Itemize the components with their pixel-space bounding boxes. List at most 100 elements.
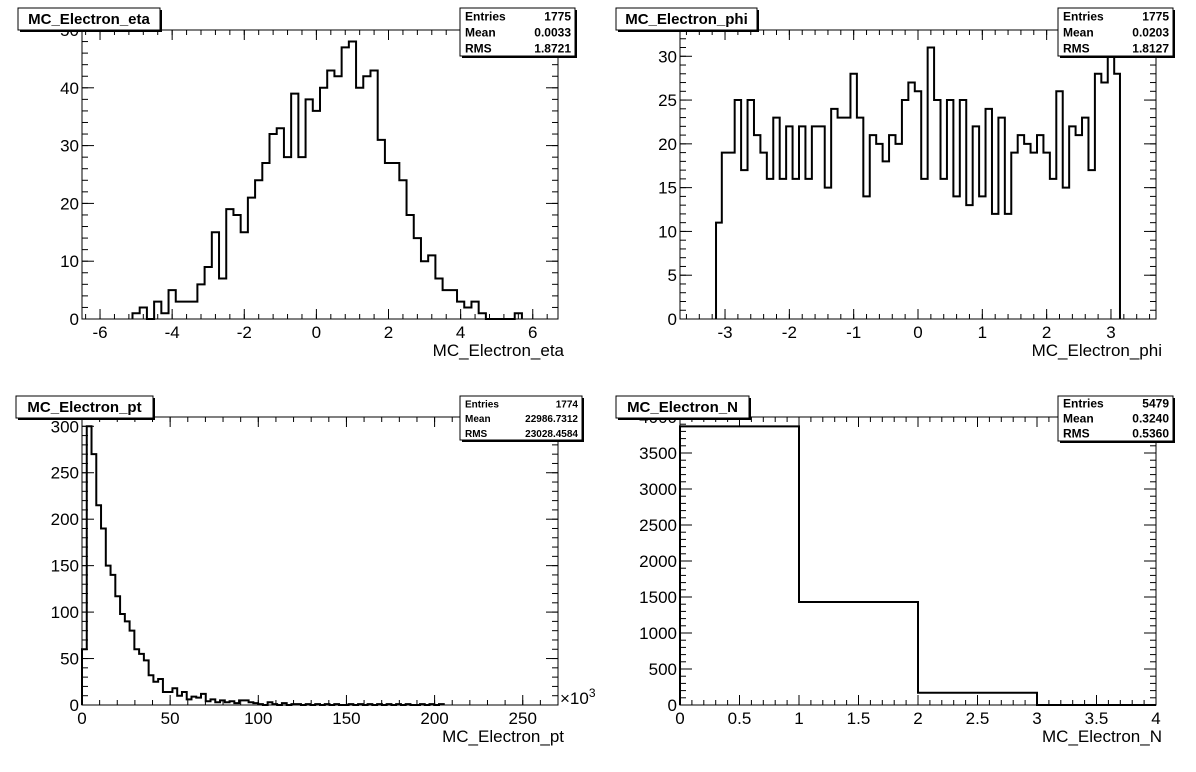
plot-frame — [81, 416, 559, 706]
histogram-bin — [870, 135, 876, 319]
histogram-bin — [1018, 135, 1024, 319]
histogram-bin — [96, 505, 101, 705]
histogram-bin — [1101, 83, 1107, 319]
histogram-bin — [515, 313, 522, 319]
chart-title: MC_Electron_pt — [27, 399, 141, 416]
histogram-bin — [1037, 135, 1043, 319]
stats-value-entries: 5479 — [1142, 397, 1169, 411]
histogram-bin — [1050, 179, 1056, 319]
histogram-bin — [399, 180, 406, 319]
histogram-bin — [82, 649, 87, 705]
x-tick-label: -1 — [846, 323, 861, 342]
histogram-bin — [1024, 144, 1030, 319]
stats-box — [459, 7, 576, 57]
histogram-bin — [450, 290, 457, 319]
histogram-bin — [443, 290, 450, 319]
histogram-bin — [1069, 126, 1075, 319]
histogram-bin — [130, 631, 135, 705]
histogram-bin — [132, 313, 139, 319]
histogram-bin — [315, 704, 320, 705]
histogram-bin — [234, 703, 239, 705]
histogram-bin — [396, 704, 401, 705]
histogram-bin — [154, 302, 161, 319]
histogram-bin — [406, 704, 411, 705]
histogram-bin — [786, 126, 792, 319]
y-tick-label: 20 — [658, 135, 677, 154]
x-tick-label: 50 — [161, 709, 180, 728]
stats-label-entries: Entries — [465, 399, 499, 410]
histogram-bin — [921, 179, 927, 319]
stats-value-mean: 22986.7312 — [525, 414, 578, 425]
y-tick-label: 0 — [70, 310, 79, 329]
histogram-bin — [158, 679, 163, 705]
histogram-bin — [313, 111, 320, 319]
histogram-bin — [182, 692, 187, 705]
stats-label-entries: Entries — [465, 9, 506, 23]
stats-value-rms: 1.8127 — [1132, 41, 1169, 55]
y-tick-label: 25 — [658, 91, 677, 110]
histogram-bin — [1063, 188, 1069, 319]
histogram-bin — [140, 307, 147, 319]
histogram-bin — [258, 704, 263, 705]
histogram-bin — [125, 621, 130, 705]
histogram-bin — [767, 179, 773, 319]
histogram-bin — [139, 654, 144, 705]
histogram-bin — [1095, 74, 1101, 319]
x-tick-label: 2 — [913, 709, 922, 728]
histogram-bin — [378, 140, 385, 319]
histogram-bin — [241, 232, 248, 319]
histogram-bin — [149, 675, 154, 705]
histogram-bin — [298, 157, 305, 319]
histogram-bin — [953, 196, 959, 319]
y-tick-label: 0 — [668, 696, 677, 715]
histogram-bin — [320, 88, 327, 319]
histogram-bin — [812, 126, 818, 319]
y-tick-label: 1000 — [639, 624, 677, 643]
histogram-bin — [998, 118, 1004, 319]
histogram-bin — [205, 267, 212, 319]
stats-value-mean: 0.0203 — [1132, 25, 1169, 39]
histogram-bin — [106, 566, 111, 705]
y-tick-label: 200 — [51, 510, 79, 529]
histogram-bin — [153, 682, 158, 705]
histogram-bin — [291, 94, 298, 319]
histogram-bin — [895, 144, 901, 319]
histogram-bin — [799, 602, 918, 705]
histogram-bin — [805, 179, 811, 319]
x-tick-label: 150 — [332, 709, 360, 728]
histogram-bin — [973, 126, 979, 319]
y-tick-label: 1500 — [639, 588, 677, 607]
histogram-bin — [370, 70, 377, 319]
stats-value-rms: 1.8721 — [534, 41, 571, 55]
histogram-bin — [844, 118, 850, 319]
stats-label-rms: RMS — [465, 429, 488, 440]
histogram-bin — [226, 209, 233, 319]
histogram-bin — [1114, 74, 1120, 319]
histogram-bin — [1031, 153, 1037, 319]
plot-frame — [81, 29, 559, 320]
x-tick-label: -2 — [237, 323, 252, 342]
stats-value-mean: 0.0033 — [534, 25, 571, 39]
histogram-bin — [225, 702, 230, 705]
histogram-bin — [429, 704, 434, 705]
histogram-bin — [439, 704, 444, 705]
y-tick-label: 2500 — [639, 516, 677, 535]
histogram-bin — [270, 134, 277, 319]
stats-label-mean: Mean — [465, 414, 491, 425]
y-tick-label: 30 — [658, 47, 677, 66]
x-axis-title: MC_Electron_eta — [433, 341, 565, 360]
y-tick-label: 30 — [60, 137, 79, 156]
stats-value-entries: 1774 — [556, 399, 579, 410]
histogram-pad-MC_Electron_N: 0 0.5 1 1.5 2 2.5 3 3.5 4 0 500 1000 1500 2000 2500 300… — [615, 395, 1175, 746]
x-tick-label: 0.5 — [728, 709, 752, 728]
y-tick-label: 15 — [658, 179, 677, 198]
histogram-bin — [918, 693, 1037, 705]
title-box — [615, 7, 758, 31]
histogram-bin — [934, 100, 940, 319]
histogram-bin — [248, 198, 255, 319]
histogram-bin — [1082, 118, 1088, 319]
histogram-bin — [177, 696, 182, 705]
histogram-bin — [277, 128, 284, 319]
histogram-pad-MC_Electron_pt: 0 50 100 150 200 250050100150200250300MC_Elec… — [15, 395, 596, 746]
histogram-bin — [850, 74, 856, 319]
